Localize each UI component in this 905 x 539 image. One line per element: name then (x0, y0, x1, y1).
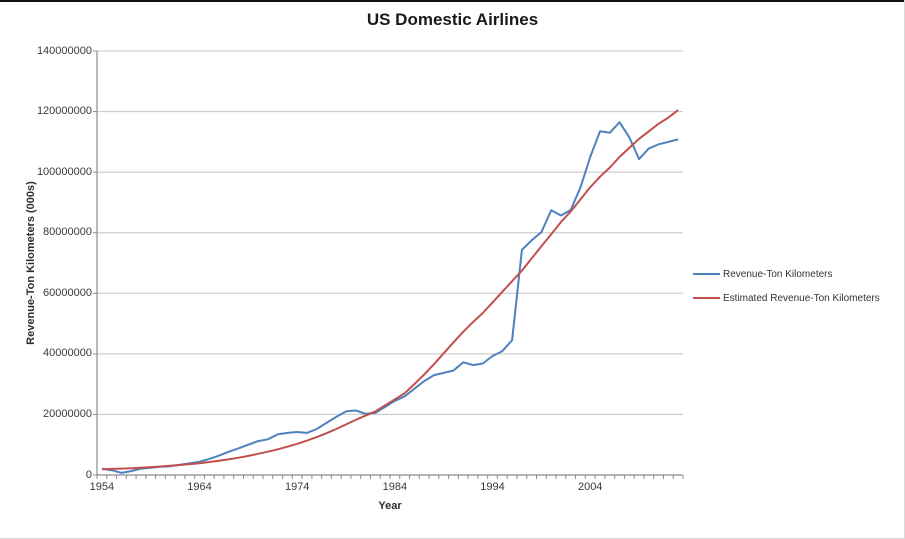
y-tick-label: 40000000 (43, 347, 92, 360)
y-tick-label: 140000000 (36, 44, 92, 57)
legend-label-actual: Revenue-Ton Kilometers (723, 268, 833, 280)
series-line-estimated (101, 109, 679, 471)
x-tick-label: 1964 (187, 481, 212, 493)
y-tick-label: 80000000 (43, 226, 92, 239)
y-tick-label: 60000000 (43, 286, 92, 299)
legend-label-estimated: Estimated Revenue-Ton Kilometers (723, 292, 880, 304)
x-tick-label: 2004 (577, 481, 603, 493)
y-axis-title-text: Revenue-Ton Kilometers (000s) (25, 181, 37, 345)
y-tick-label: 20000000 (43, 407, 92, 420)
x-tick-label: 1974 (284, 481, 310, 493)
legend-item-estimated: Estimated Revenue-Ton Kilometers (693, 286, 880, 310)
legend-line-swatch-actual (693, 273, 720, 275)
legend-item-actual: Revenue-Ton Kilometers (693, 262, 880, 286)
legend: Revenue-Ton Kilometers Estimated Revenue… (693, 262, 880, 310)
x-axis-title: Year (378, 500, 402, 512)
chart-title: US Domestic Airlines (366, 10, 539, 29)
y-tick-label: 100000000 (36, 165, 92, 178)
y-tick-label: 120000000 (36, 105, 92, 118)
x-tick-label: 1954 (89, 481, 115, 493)
screenshot-top-border (0, 0, 904, 2)
x-tick-label: 1994 (480, 481, 505, 493)
series-line-actual (101, 121, 679, 474)
x-tick-label: 1984 (382, 481, 408, 493)
legend-line-swatch-estimated (693, 297, 720, 299)
y-tick-label: 0 (85, 468, 92, 481)
